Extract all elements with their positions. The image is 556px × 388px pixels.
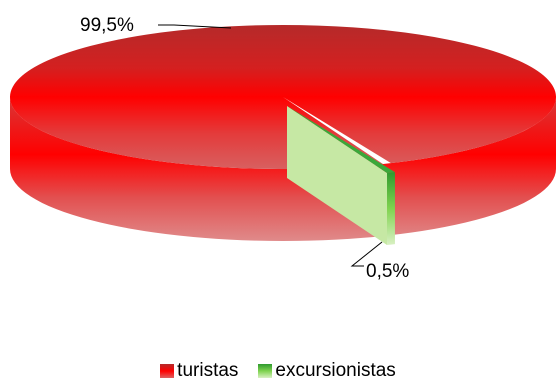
legend-swatch-turistas <box>160 364 175 378</box>
legend-swatch-excursionistas <box>258 364 273 378</box>
leader-line-turistas <box>158 24 232 29</box>
slice-turistas <box>10 24 556 169</box>
legend: turistas excursionistas <box>0 360 556 382</box>
slice-excursionistas <box>287 106 395 173</box>
legend-item-excursionistas: excursionistas <box>258 360 396 382</box>
data-label-excursionistas: 0,5% <box>366 261 409 282</box>
legend-label-turistas: turistas <box>177 360 239 381</box>
slice-excursionistas-side <box>387 172 395 245</box>
legend-item-turistas: turistas <box>160 360 238 382</box>
slice-turistas-side <box>10 97 556 241</box>
data-label-turistas: 99,5% <box>80 15 134 36</box>
leader-line-excursionistas <box>350 241 383 267</box>
slice-excursionistas-cut <box>287 106 388 245</box>
legend-label-excursionistas: excursionistas <box>275 360 396 381</box>
